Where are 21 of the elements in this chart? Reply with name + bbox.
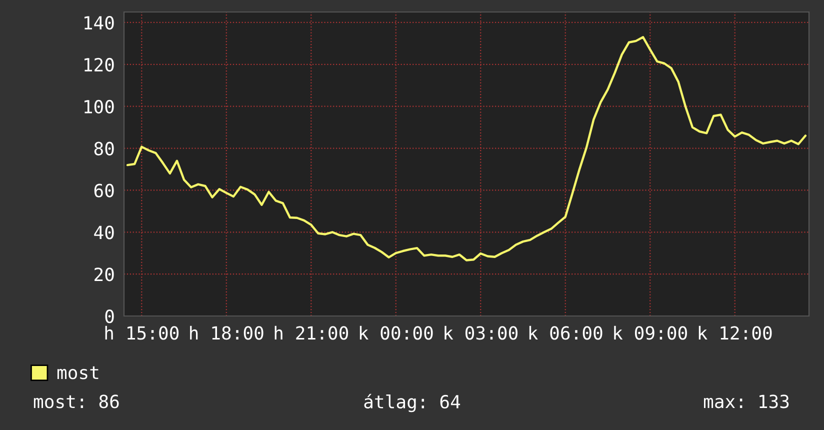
y-tick-label: 0 bbox=[105, 310, 114, 324]
legend-label: most bbox=[57, 366, 98, 380]
x-tick-label: k 03:00 bbox=[444, 326, 518, 340]
x-tick-label: k 00:00 bbox=[360, 326, 433, 340]
x-tick-label: k 09:00 bbox=[614, 326, 687, 340]
y-tick-label: 20 bbox=[94, 268, 114, 282]
x-tick-label: k 12:00 bbox=[698, 326, 772, 340]
y-tick-label: 120 bbox=[84, 58, 114, 72]
y-tick-label: 60 bbox=[94, 184, 114, 198]
text: átlag: 64 bbox=[364, 394, 460, 412]
text: most: 86 bbox=[34, 394, 119, 408]
y-tick-label: 80 bbox=[94, 142, 114, 156]
x-tick-label: h 18:00 bbox=[190, 326, 264, 340]
x-tick-label: h 21:00 bbox=[274, 326, 348, 340]
y-tick-label: 40 bbox=[94, 226, 114, 240]
y-tick-label: 100 bbox=[84, 100, 114, 114]
y-tick-label: 140 bbox=[84, 16, 114, 30]
line-series bbox=[126, 36, 807, 262]
text: max: 133 bbox=[704, 394, 789, 408]
x-tick-label: h 15:00 bbox=[105, 326, 179, 340]
x-tick-label: k 06:00 bbox=[529, 326, 602, 340]
